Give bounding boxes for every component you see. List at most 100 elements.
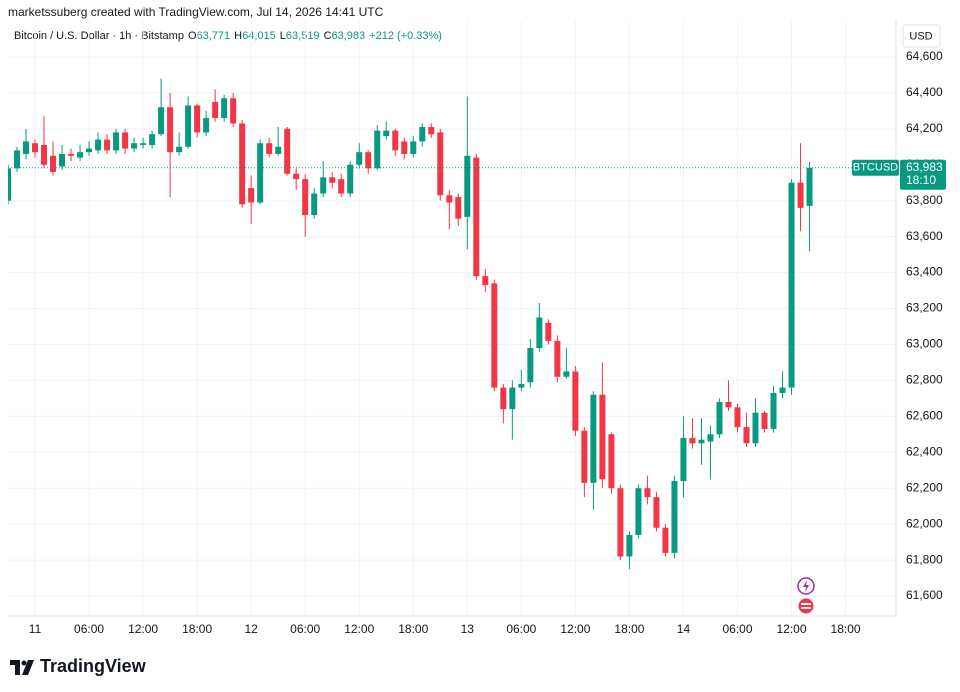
candle-body	[518, 383, 525, 388]
candle-body	[266, 143, 273, 154]
candle-body	[698, 439, 705, 444]
candle-body	[608, 434, 615, 489]
candle-body	[689, 437, 696, 444]
y-tick-label: 62,800	[906, 373, 943, 387]
candle-body	[671, 481, 678, 553]
candle-body	[284, 128, 291, 174]
y-tick-label: 62,600	[906, 409, 943, 423]
candle-body	[221, 98, 228, 119]
candle-body	[797, 182, 804, 208]
x-tick-label: 06:00	[290, 622, 320, 636]
candle-body	[32, 143, 39, 153]
x-tick-label: 12:00	[777, 622, 807, 636]
candle-body	[752, 412, 759, 444]
candle-body	[122, 132, 129, 149]
logo-mark	[22, 660, 34, 675]
candle-body	[419, 127, 426, 142]
legend-change: +212 (+0.33%)	[369, 30, 442, 42]
candle-body	[716, 401, 723, 435]
candle-body	[563, 371, 570, 377]
y-tick-label: 61,800	[906, 552, 943, 566]
x-tick-label: 12:00	[560, 622, 590, 636]
brand-name: TradingView	[40, 656, 147, 676]
candle-body	[770, 392, 777, 429]
currency-button[interactable]	[902, 24, 941, 48]
legend-c-label: C	[324, 30, 332, 42]
candle-body	[50, 155, 57, 172]
y-tick-label: 63,000	[906, 337, 943, 351]
x-tick-label: 06:00	[722, 622, 752, 636]
candle-body	[527, 348, 534, 383]
candle-body	[707, 434, 714, 442]
candle-body	[59, 153, 66, 167]
event-flag-icon[interactable]	[797, 597, 815, 615]
legend: Bitcoin / U.S. Dollar · 1h · Bitstamp O63…	[14, 30, 442, 42]
candle-body	[734, 407, 741, 428]
x-tick-label: 18:00	[182, 622, 212, 636]
candle-body	[806, 167, 813, 206]
candle-body	[554, 340, 561, 377]
candle-body	[788, 182, 795, 388]
x-tick-label: 14	[677, 622, 691, 636]
candle-body	[383, 130, 390, 137]
symbol-label: BTCUSD	[853, 162, 898, 174]
legend-h-label: H	[234, 30, 242, 42]
x-tick-label: 06:00	[74, 622, 104, 636]
y-tick-label: 62,200	[906, 480, 943, 494]
y-tick-label: 63,400	[906, 265, 943, 279]
legend-name: Bitcoin / U.S. Dollar · 1h · Bitstamp	[14, 30, 184, 42]
logo-dot	[21, 660, 27, 666]
y-tick-label: 64,400	[906, 85, 943, 99]
candle-body	[104, 139, 111, 151]
candle-body	[725, 401, 732, 408]
candle-body	[257, 143, 264, 203]
x-tick-label: 12:00	[128, 622, 158, 636]
candle-body	[293, 173, 300, 180]
event-icons	[797, 577, 815, 615]
x-tick-label: 11	[29, 622, 42, 636]
y-tick-label: 62,400	[906, 444, 943, 458]
candle-body	[77, 152, 84, 158]
candle-body	[644, 488, 651, 498]
candle-body	[167, 107, 174, 153]
candle-body	[311, 193, 318, 216]
candle-body	[761, 412, 768, 429]
candle-body	[230, 98, 237, 124]
candle-body	[41, 144, 48, 165]
candle-body	[500, 387, 507, 410]
candle-body	[590, 394, 597, 483]
candle-body	[248, 188, 255, 203]
candle-body	[401, 141, 408, 154]
candle-body	[149, 134, 156, 145]
event-bolt	[803, 580, 809, 592]
candle-body	[626, 534, 633, 557]
candle-body	[185, 105, 192, 147]
logo-mark	[10, 660, 20, 675]
candle-body	[464, 155, 471, 217]
attribution: marketssuberg created with TradingView.c…	[8, 5, 384, 19]
y-tick-label: 63,200	[906, 301, 943, 315]
candle-body	[203, 118, 210, 133]
candle-body	[131, 143, 138, 149]
candle-body	[455, 197, 462, 219]
candle-body	[680, 437, 687, 482]
candle-body	[536, 317, 543, 349]
candle-body	[68, 153, 75, 156]
currency[interactable]: USD	[909, 30, 932, 42]
candle-body	[356, 152, 363, 165]
candle-body	[329, 177, 336, 183]
candle-body	[581, 430, 588, 483]
legend-o-label: O	[188, 30, 197, 42]
y-tick-label: 64,200	[906, 121, 943, 135]
legend-h: 64,015	[242, 30, 276, 42]
candle-body	[743, 427, 750, 444]
symbol-tag	[852, 159, 899, 176]
candle-body	[212, 101, 219, 119]
candle-body	[392, 130, 399, 151]
candle-body	[428, 127, 435, 135]
candle-body	[473, 157, 480, 277]
y-tick-label: 62,000	[906, 516, 943, 530]
y-tick-label: 61,600	[906, 588, 943, 602]
price-tag	[900, 159, 946, 190]
